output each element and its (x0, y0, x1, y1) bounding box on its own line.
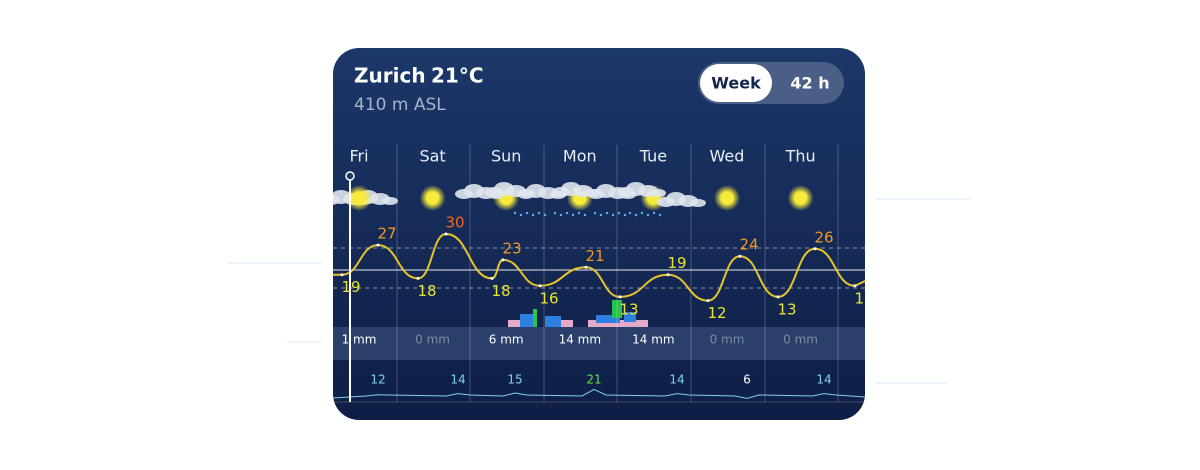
rain-drop (583, 213, 587, 217)
precipitation-label: 14 mm (559, 333, 601, 347)
temperature-point (584, 265, 588, 269)
day-label: Thu (785, 147, 816, 166)
rain-drop (652, 211, 656, 215)
rain-drop (617, 211, 621, 215)
precip-band (333, 327, 865, 360)
elevation: 410 m ASL (354, 95, 446, 115)
rain-drop (519, 213, 523, 217)
temperature-point (444, 232, 448, 236)
wind-label: 6 (743, 373, 751, 387)
rain-drop (646, 213, 650, 217)
temperature-point (416, 276, 420, 280)
temperature-point (376, 243, 380, 247)
rain-drop (658, 213, 662, 217)
rain-drop (605, 211, 609, 215)
temperature-label: 18 (417, 282, 436, 300)
temperature-label: 19 (667, 254, 686, 272)
rain-drop (599, 213, 603, 217)
temperature-label: 12 (707, 304, 726, 322)
wind-label: 14 (450, 373, 465, 387)
cloud (690, 199, 706, 207)
toggle-selected (700, 64, 772, 102)
temperature-point (776, 295, 780, 299)
temperature-label: 16 (854, 289, 873, 307)
rain-drop (611, 213, 615, 217)
sun (352, 191, 366, 205)
rain-drop (537, 211, 541, 215)
precipitation-label: 0 mm (783, 333, 818, 347)
temperature-label: 13 (777, 300, 796, 318)
wind-label: 14 (669, 373, 684, 387)
rain-drop (571, 213, 575, 217)
rain-drop (623, 213, 627, 217)
temperature-label: 30 (445, 214, 464, 232)
precipitation-label: 6 mm (489, 333, 524, 347)
day-label: Sat (419, 147, 445, 166)
rain-drop (565, 211, 569, 215)
temperature-label: 16 (539, 289, 558, 307)
temperature-point (490, 276, 494, 280)
temperature-label: 26 (814, 228, 833, 246)
wind-label: 12 (370, 373, 385, 387)
day-label: Fri (349, 147, 368, 166)
current-temperature: 21°C (431, 64, 484, 88)
temperature-point (813, 247, 817, 251)
toggle-option[interactable]: Week (711, 74, 761, 93)
day-label: Mon (563, 147, 597, 166)
precipitation-label: 0 mm (710, 333, 745, 347)
precipitation-label: 0 mm (415, 333, 450, 347)
rain-drop (640, 211, 644, 215)
wind-line (333, 388, 865, 399)
sun (426, 191, 440, 205)
wind-label: 14 (816, 373, 831, 387)
sun (794, 191, 808, 205)
temperature-label: 24 (739, 236, 758, 254)
day-label: Sun (491, 147, 521, 166)
day-label: Wed (710, 147, 745, 166)
temperature-label: 18 (491, 282, 510, 300)
toggle-option[interactable]: 42 h (790, 74, 829, 93)
cloud (382, 197, 398, 205)
decor-lines (228, 198, 970, 384)
day-label: Tue (639, 147, 667, 166)
temperature-label: 27 (377, 225, 396, 243)
temperature-point (853, 284, 857, 288)
temperature-label: 21 (585, 247, 604, 265)
now-marker-knob (345, 171, 355, 181)
temperature-point (538, 284, 542, 288)
temperature-label: 23 (502, 239, 521, 257)
cloud (650, 189, 666, 197)
rain-drop (531, 213, 535, 217)
wind-label: 21 (586, 373, 601, 387)
rain-drop (634, 213, 638, 217)
sun (720, 191, 734, 205)
rain-drop (513, 211, 517, 215)
precipitation-label: 14 mm (632, 333, 674, 347)
temperature-point (340, 273, 344, 277)
temperature-point (618, 295, 622, 299)
rain-drop (553, 211, 557, 215)
precipitation-label: 1 mm (342, 333, 377, 347)
precip-bars (508, 300, 648, 327)
location: Zurich (354, 64, 426, 88)
rain-drop (577, 211, 581, 215)
rain-drop (559, 213, 563, 217)
temperature-point (501, 258, 505, 262)
rain-drop (593, 211, 597, 215)
temperature-point (706, 299, 710, 303)
temperature-label: 13 (619, 300, 638, 318)
rain-drop (543, 213, 547, 217)
wind-label: 15 (507, 373, 522, 387)
temperature-point (738, 254, 742, 258)
rain-drop (525, 211, 529, 215)
rain-drop (628, 211, 632, 215)
temperature-point (666, 273, 670, 277)
